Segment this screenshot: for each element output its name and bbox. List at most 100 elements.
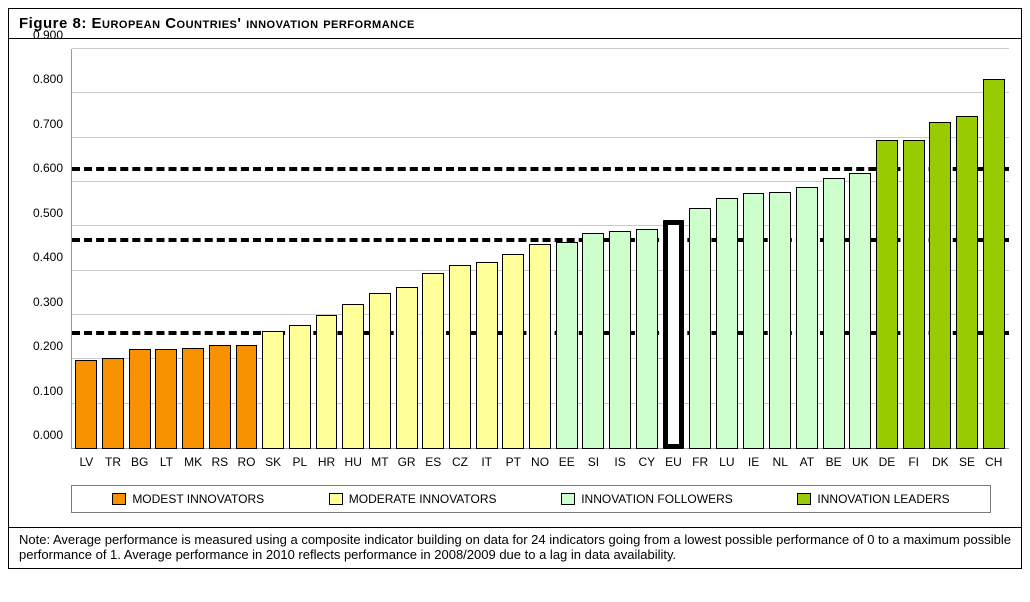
- x-label: CY: [633, 449, 660, 469]
- bar-hu: [342, 304, 364, 449]
- bar-se: [956, 116, 978, 449]
- bar-slot: [954, 49, 981, 449]
- legend-label-modest: MODEST INNOVATORS: [132, 492, 264, 506]
- bar-de: [876, 140, 898, 449]
- bar-sk: [262, 331, 284, 449]
- x-label: RS: [206, 449, 233, 469]
- bar-no: [529, 244, 551, 449]
- x-label: NO: [527, 449, 554, 469]
- bar-lt: [155, 349, 177, 449]
- figure-note: Note: Average performance is measured us…: [9, 527, 1021, 568]
- bar-slot: [153, 49, 180, 449]
- bar-ee: [556, 242, 578, 449]
- x-label: CZ: [447, 449, 474, 469]
- bar-hr: [316, 315, 338, 449]
- bar-slot: [313, 49, 340, 449]
- bar-be: [823, 178, 845, 449]
- bar-slot: [767, 49, 794, 449]
- bar-lu: [716, 198, 738, 449]
- bar-slot: [260, 49, 287, 449]
- x-axis-labels: LVTRBGLTMKRSROSKPLHRHUMTGRESCZITPTNOEESI…: [71, 449, 1009, 469]
- bar-slot: [393, 49, 420, 449]
- bar-es: [422, 273, 444, 449]
- bar-slot: [980, 49, 1007, 449]
- x-label: IE: [740, 449, 767, 469]
- bar-slot: [714, 49, 741, 449]
- bar-gr: [396, 287, 418, 449]
- y-tick-label: 0.100: [13, 384, 63, 398]
- bar-slot: [73, 49, 100, 449]
- bar-slot: [847, 49, 874, 449]
- bar-uk: [849, 173, 871, 449]
- legend-label-followers: INNOVATION FOLLOWERS: [581, 492, 733, 506]
- x-label: BE: [820, 449, 847, 469]
- bar-eu: [663, 220, 685, 449]
- x-label: LU: [714, 449, 741, 469]
- bar-slot: [233, 49, 260, 449]
- x-label: SK: [260, 449, 287, 469]
- y-tick-label: 0.500: [13, 206, 63, 220]
- y-tick-label: 0.600: [13, 161, 63, 175]
- legend-swatch-moderate: [329, 493, 343, 505]
- bar-slot: [126, 49, 153, 449]
- x-label: PL: [287, 449, 314, 469]
- x-label: IT: [473, 449, 500, 469]
- legend-item-modest: MODEST INNOVATORS: [112, 492, 264, 506]
- x-label: IS: [607, 449, 634, 469]
- x-label: HR: [313, 449, 340, 469]
- x-label: EE: [553, 449, 580, 469]
- bars-container: [71, 49, 1009, 449]
- bar-ch: [983, 79, 1005, 449]
- bar-fi: [903, 140, 925, 449]
- bar-si: [582, 233, 604, 449]
- legend-swatch-modest: [112, 493, 126, 505]
- bar-nl: [769, 192, 791, 449]
- x-label: FR: [687, 449, 714, 469]
- legend-item-leaders: INNOVATION LEADERS: [797, 492, 949, 506]
- x-label: MT: [367, 449, 394, 469]
- x-label: CH: [980, 449, 1007, 469]
- bar-slot: [340, 49, 367, 449]
- bar-slot: [794, 49, 821, 449]
- bar-slot: [500, 49, 527, 449]
- y-tick-label: 0.700: [13, 117, 63, 131]
- bar-slot: [367, 49, 394, 449]
- bar-pt: [502, 254, 524, 449]
- chart-area: 0.0000.1000.2000.3000.4000.5000.6000.700…: [9, 39, 1021, 527]
- legend-label-moderate: MODERATE INNOVATORS: [349, 492, 497, 506]
- x-label: SE: [954, 449, 981, 469]
- bar-mk: [182, 348, 204, 449]
- bar-bg: [129, 349, 151, 449]
- x-label: ES: [420, 449, 447, 469]
- x-label: RO: [233, 449, 260, 469]
- y-tick-label: 0.800: [13, 72, 63, 86]
- bar-is: [609, 231, 631, 449]
- bar-slot: [473, 49, 500, 449]
- bar-lv: [75, 360, 97, 449]
- bar-slot: [447, 49, 474, 449]
- x-label: LT: [153, 449, 180, 469]
- bar-slot: [100, 49, 127, 449]
- bar-slot: [820, 49, 847, 449]
- bar-ro: [236, 345, 258, 449]
- figure-title-main: European Countries' innovation performan…: [92, 15, 415, 32]
- bar-fr: [689, 208, 711, 449]
- bar-ie: [743, 193, 765, 449]
- x-label: SI: [580, 449, 607, 469]
- bar-it: [476, 262, 498, 449]
- bar-slot: [607, 49, 634, 449]
- y-tick-label: 0.200: [13, 339, 63, 353]
- bar-slot: [420, 49, 447, 449]
- bar-slot: [740, 49, 767, 449]
- bar-mt: [369, 293, 391, 449]
- bar-tr: [102, 358, 124, 449]
- bar-slot: [580, 49, 607, 449]
- bar-slot: [660, 49, 687, 449]
- y-tick-label: 0.000: [13, 428, 63, 442]
- legend-swatch-followers: [561, 493, 575, 505]
- x-label: NL: [767, 449, 794, 469]
- bar-cy: [636, 229, 658, 449]
- figure-title: Figure 8: European Countries' innovation…: [9, 9, 1021, 39]
- y-tick-label: 0.900: [13, 28, 63, 42]
- bar-slot: [874, 49, 901, 449]
